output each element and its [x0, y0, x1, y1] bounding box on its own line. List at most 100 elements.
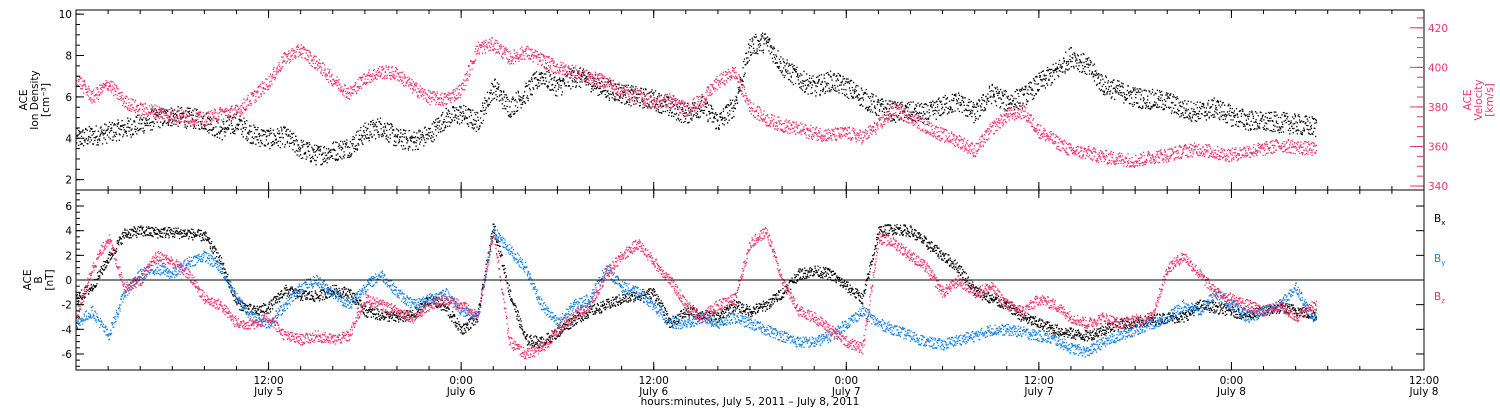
density-series-point	[1242, 123, 1245, 125]
density-series-point	[1243, 113, 1245, 115]
density-series-point	[776, 62, 778, 64]
density-series-point	[118, 139, 120, 141]
density-series-point	[1241, 122, 1243, 124]
density-series-point	[925, 103, 927, 105]
density-series-point	[723, 117, 725, 119]
density-series-point	[84, 139, 86, 141]
velocity-series-point	[155, 108, 157, 111]
velocity-series-point	[448, 94, 450, 96]
density-series-point	[860, 104, 862, 107]
density-series-point	[782, 58, 784, 60]
density-series-point	[605, 89, 607, 92]
velocity-series-point	[279, 70, 281, 72]
density-series-point	[1161, 94, 1163, 96]
velocity-series-point	[479, 47, 482, 49]
density-series-point	[160, 112, 162, 114]
density-series-point	[1224, 113, 1226, 115]
density-series-point	[410, 140, 412, 142]
density-series-point	[1303, 130, 1306, 132]
density-series-point	[251, 142, 253, 145]
density-series-point	[1208, 117, 1210, 119]
density-series-point	[146, 122, 148, 124]
density-series-point	[276, 128, 279, 130]
density-series-point	[1131, 103, 1133, 105]
velocity-series-point	[272, 75, 274, 77]
density-series-point	[1170, 93, 1172, 95]
velocity-series-point	[169, 114, 172, 116]
density-series-point	[542, 77, 544, 79]
density-series-point	[546, 85, 548, 88]
density-series-point	[1161, 100, 1163, 102]
density-series-point	[272, 141, 274, 143]
density-series-point	[937, 112, 939, 114]
density-series-point	[381, 134, 383, 136]
density-series-point	[755, 52, 757, 54]
density-series-point	[1116, 90, 1118, 92]
density-series-point	[316, 156, 319, 158]
velocity-series-point	[488, 50, 490, 52]
density-series-point	[728, 119, 730, 121]
density-series-point	[337, 159, 339, 161]
density-series-point	[1030, 87, 1032, 89]
density-series-point	[363, 138, 365, 140]
density-series-point	[774, 58, 776, 60]
velocity-series-point	[269, 85, 271, 87]
density-series-point	[502, 99, 504, 101]
velocity-series-point	[559, 69, 561, 71]
density-series-point	[859, 98, 861, 100]
density-series-point	[717, 128, 720, 130]
density-series-point	[114, 124, 116, 126]
density-series-point	[503, 90, 505, 92]
density-series-point	[175, 123, 177, 126]
density-series-point	[832, 86, 834, 88]
density-series-point	[108, 126, 110, 128]
density-series-point	[1263, 128, 1266, 130]
density-series-point	[955, 103, 958, 105]
density-series-point	[758, 46, 760, 48]
density-series-point	[350, 154, 352, 156]
density-series-point	[596, 87, 598, 89]
velocity-series-point	[454, 96, 456, 98]
density-series-point	[319, 148, 321, 150]
velocity-series-point	[523, 50, 525, 53]
density-series-point	[562, 77, 564, 80]
density-series-point	[1207, 111, 1210, 113]
density-series-point	[794, 69, 796, 72]
density-series-point	[532, 87, 534, 89]
velocity-series-point	[437, 96, 439, 99]
density-series-point	[81, 131, 83, 133]
density-series-point	[99, 139, 101, 141]
density-series-point	[1157, 106, 1159, 108]
velocity-series-point	[578, 70, 580, 72]
density-series-point	[80, 142, 83, 145]
density-series-point	[1021, 89, 1023, 91]
velocity-series-point	[391, 67, 393, 69]
density-series-point	[619, 97, 621, 99]
density-series-point	[1211, 100, 1213, 102]
density-series-point	[485, 112, 487, 115]
velocity-series-point	[512, 56, 514, 58]
density-series-point	[1191, 108, 1193, 110]
velocity-series-point	[540, 53, 543, 55]
velocity-series-point	[461, 83, 463, 85]
velocity-series-point	[521, 49, 524, 51]
density-series-point	[602, 90, 604, 92]
density-series-point	[262, 130, 264, 132]
density-series-point	[614, 100, 616, 102]
density-series-point	[533, 78, 536, 80]
density-series-point	[192, 114, 195, 116]
density-series-point	[349, 146, 351, 149]
velocity-series-point	[171, 108, 174, 110]
density-series-point	[316, 144, 318, 147]
density-series-point	[882, 100, 884, 103]
velocity-series-point	[253, 90, 256, 92]
density-series-point	[764, 33, 767, 35]
density-series-point	[431, 123, 433, 125]
density-series-point	[1107, 82, 1109, 84]
velocity-series-point	[150, 108, 152, 110]
density-series-point	[527, 97, 529, 99]
density-series-point	[878, 110, 881, 112]
density-series-point	[397, 129, 399, 131]
density-series-point	[209, 116, 211, 118]
density-series-point	[1289, 133, 1291, 135]
